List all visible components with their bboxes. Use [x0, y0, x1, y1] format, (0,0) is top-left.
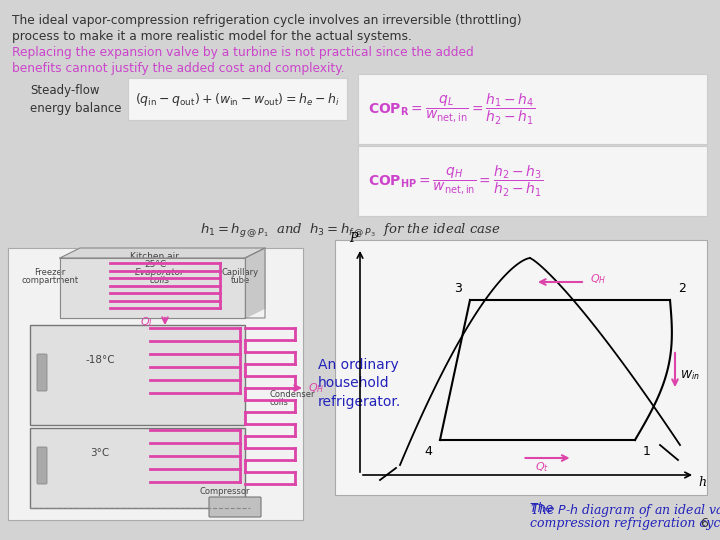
FancyBboxPatch shape [209, 497, 261, 517]
FancyBboxPatch shape [358, 74, 707, 144]
Text: The $P$-$h$ diagram of an ideal vapor-: The $P$-$h$ diagram of an ideal vapor- [530, 502, 720, 519]
Polygon shape [60, 248, 265, 258]
Text: Evaporator: Evaporator [135, 268, 185, 277]
Text: 6: 6 [700, 517, 708, 530]
Text: process to make it a more realistic model for the actual systems.: process to make it a more realistic mode… [12, 30, 412, 43]
Text: The ideal vapor-compression refrigeration cycle involves an irreversible (thrott: The ideal vapor-compression refrigeratio… [12, 14, 521, 27]
Text: coils: coils [270, 398, 289, 407]
Text: Replacing the expansion valve by a turbine is not practical since the added: Replacing the expansion valve by a turbi… [12, 46, 474, 59]
FancyBboxPatch shape [358, 146, 707, 216]
Text: $h_1 = h_{g \, @\, P_1}$  and  $h_3 = h_{f \, @\, P_3}$  for the ideal case: $h_1 = h_{g \, @\, P_1}$ and $h_3 = h_{f… [200, 222, 501, 240]
Text: Condenser: Condenser [270, 390, 315, 399]
Text: 4: 4 [424, 445, 432, 458]
Text: The: The [530, 502, 557, 515]
Text: 25°C: 25°C [144, 260, 166, 269]
Text: An ordinary
household
refrigerator.: An ordinary household refrigerator. [318, 358, 401, 409]
Text: -18°C: -18°C [85, 355, 114, 365]
Text: $Q_H$: $Q_H$ [590, 272, 606, 286]
Text: 1: 1 [643, 445, 651, 458]
Text: compression refrigeration cycle.: compression refrigeration cycle. [530, 517, 720, 530]
Text: $Q_L$: $Q_L$ [140, 315, 155, 329]
Text: Steady-flow
energy balance: Steady-flow energy balance [30, 84, 122, 115]
Text: tube: tube [230, 276, 250, 285]
FancyBboxPatch shape [8, 248, 303, 520]
FancyBboxPatch shape [335, 240, 707, 495]
Text: 3: 3 [454, 282, 462, 295]
Text: $Q_H$: $Q_H$ [308, 381, 325, 395]
Text: benefits cannot justify the added cost and complexity.: benefits cannot justify the added cost a… [12, 62, 345, 75]
Text: compartment: compartment [22, 276, 78, 285]
FancyBboxPatch shape [30, 428, 245, 508]
Text: P: P [350, 232, 358, 245]
Polygon shape [245, 248, 265, 318]
Text: $\mathbf{COP_R} = \dfrac{q_L}{w_\mathrm{net,in}} = \dfrac{h_1 - h_4}{h_2 - h_1}$: $\mathbf{COP_R} = \dfrac{q_L}{w_\mathrm{… [368, 91, 535, 126]
Text: 3°C: 3°C [91, 448, 109, 458]
Text: $Q_t$: $Q_t$ [536, 460, 549, 474]
Text: Freezer: Freezer [35, 268, 66, 277]
Text: $(q_\mathrm{in} - q_\mathrm{out}) + (w_\mathrm{in} - w_\mathrm{out}) = h_e - h_i: $(q_\mathrm{in} - q_\mathrm{out}) + (w_\… [135, 91, 340, 107]
Text: $W_{in}$: $W_{in}$ [680, 368, 700, 382]
Text: h: h [698, 476, 706, 489]
FancyBboxPatch shape [37, 354, 47, 391]
Text: Kitchen air: Kitchen air [130, 252, 179, 261]
Text: coils: coils [150, 276, 170, 285]
Text: $\mathbf{COP_{HP}} = \dfrac{q_H}{w_\mathrm{net,in}} = \dfrac{h_2 - h_3}{h_2 - h_: $\mathbf{COP_{HP}} = \dfrac{q_H}{w_\math… [368, 164, 543, 199]
Text: 2: 2 [678, 282, 686, 295]
FancyBboxPatch shape [128, 78, 347, 120]
FancyBboxPatch shape [30, 325, 245, 425]
Text: Capillary: Capillary [222, 268, 258, 277]
FancyBboxPatch shape [37, 447, 47, 484]
Polygon shape [60, 258, 245, 318]
Text: Compressor: Compressor [199, 487, 251, 496]
